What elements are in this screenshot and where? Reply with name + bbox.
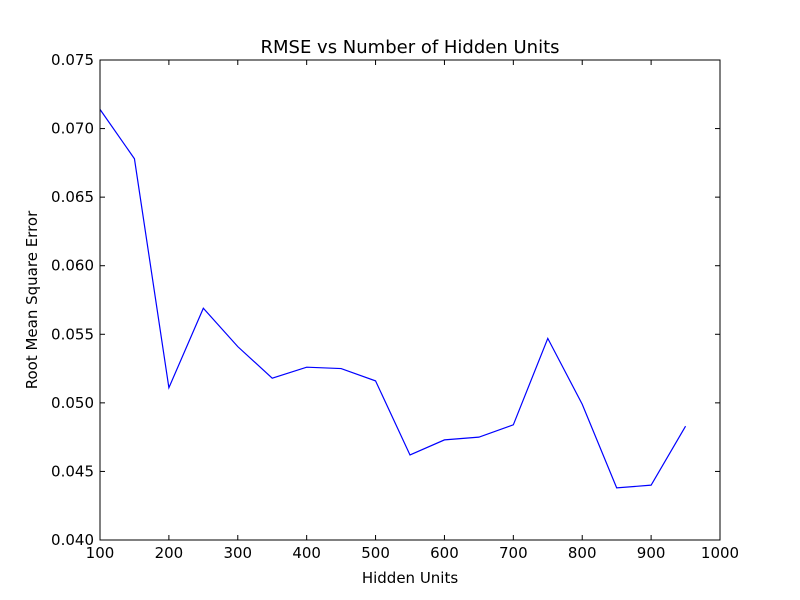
y-tick-label: 0.055: [51, 325, 94, 343]
x-tick-label: 600: [430, 544, 459, 562]
y-tick-label: 0.065: [51, 188, 94, 206]
y-axis-label: Root Mean Square Error: [23, 210, 41, 389]
y-axis: 0.040 0.045 0.050 0.055 0.060 0.065 0.070 0.075: [51, 51, 720, 549]
y-tick-label: 0.050: [51, 394, 94, 412]
y-tick-label: 0.070: [51, 120, 94, 138]
y-tick-label: 0.045: [51, 462, 94, 480]
x-tick-label: 100: [86, 544, 115, 562]
x-tick-label: 200: [155, 544, 184, 562]
y-tick-label: 0.060: [51, 257, 94, 275]
rmse-series-line: [99, 109, 687, 489]
y-tick-label: 0.040: [51, 531, 94, 549]
x-axis-label: Hidden Units: [362, 569, 459, 587]
x-tick-label: 400: [292, 544, 321, 562]
x-axis: 100 200 300 400 500 600 700 800 900 1000: [86, 60, 739, 562]
x-tick-label: 700: [499, 544, 528, 562]
x-tick-label: 900: [637, 544, 666, 562]
y-tick-label: 0.075: [51, 51, 94, 69]
x-tick-label: 300: [223, 544, 252, 562]
chart-title: RMSE vs Number of Hidden Units: [260, 37, 559, 58]
x-tick-label: 1000: [701, 544, 739, 562]
x-tick-label: 500: [361, 544, 390, 562]
plot-frame: [99, 59, 721, 541]
x-tick-label: 800: [568, 544, 597, 562]
